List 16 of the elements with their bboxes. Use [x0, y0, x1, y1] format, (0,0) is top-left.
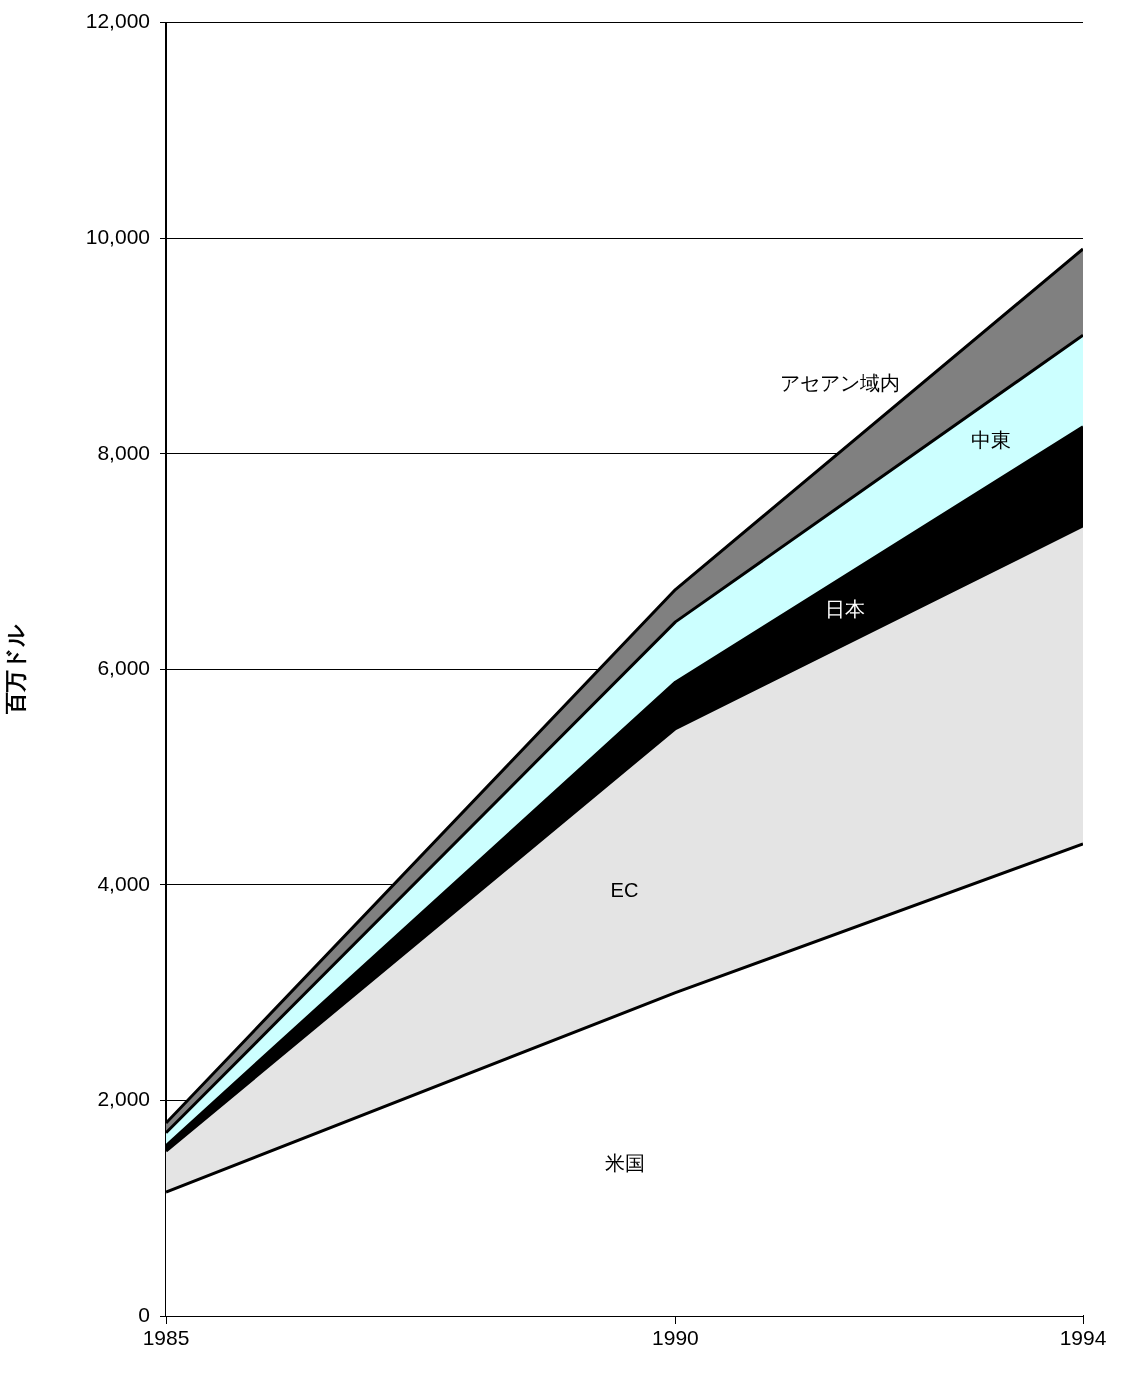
y-tick-label: 10,000 — [85, 224, 150, 248]
y-tick-label: 12,000 — [85, 9, 150, 33]
series-label: アセアン域内 — [779, 371, 900, 394]
y-tick-label: 6,000 — [97, 656, 150, 680]
y-axis-title: 百万ドル — [3, 624, 29, 716]
x-tick-label: 1994 — [1059, 1326, 1107, 1350]
x-tick-label: 1990 — [652, 1326, 699, 1350]
y-tick-label: 4,000 — [97, 871, 150, 895]
series-label: 米国 — [604, 1151, 645, 1174]
y-tick-label: 8,000 — [97, 440, 150, 464]
y-tick-label: 0 — [138, 1302, 150, 1326]
y-tick-label: 2,000 — [97, 1087, 150, 1111]
series-label: EC — [610, 879, 639, 902]
series-label: 中東 — [971, 429, 1012, 452]
series-label: 日本 — [824, 597, 865, 620]
x-tick-label: 1985 — [142, 1326, 190, 1350]
